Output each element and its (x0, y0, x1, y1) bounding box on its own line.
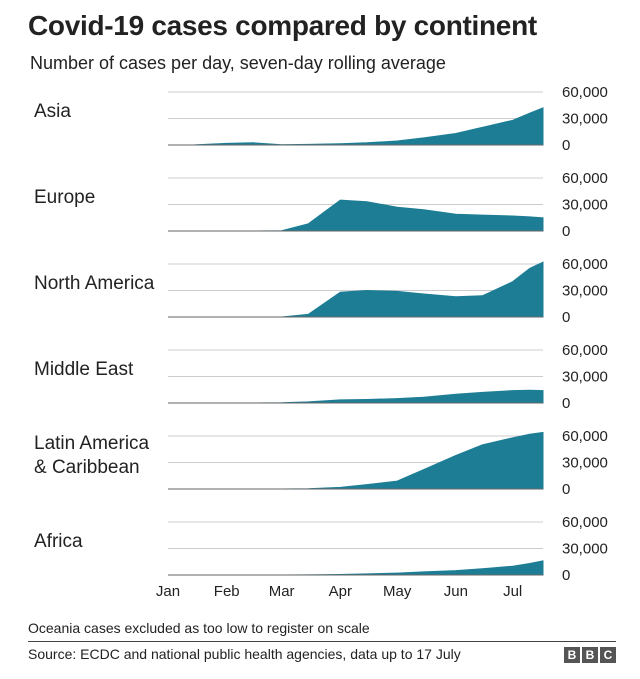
y-tick-label: 30,000 (562, 111, 608, 128)
y-tick-label: 30,000 (562, 541, 608, 558)
x-tick-label: Feb (214, 583, 240, 600)
x-tick-label: Jan (156, 583, 180, 600)
footer-note: Oceania cases excluded as too low to reg… (28, 620, 370, 636)
y-tick-label: 30,000 (562, 283, 608, 300)
series-label: & Caribbean (34, 457, 140, 478)
series-label: Latin America (34, 433, 150, 454)
area-4 (168, 431, 544, 490)
y-tick-label: 30,000 (562, 369, 608, 386)
bbc-logo: B B C (564, 647, 616, 663)
y-tick-label: 0 (562, 137, 570, 154)
y-tick-label: 0 (562, 395, 570, 412)
panel-3: 60,000 30,000 0 Middle East (34, 342, 608, 412)
y-tick-label: 60,000 (562, 256, 608, 273)
source-note: Source: ECDC and national public health … (28, 646, 461, 662)
y-tick-label: 0 (562, 481, 570, 498)
footer-divider (28, 641, 616, 642)
y-tick-label: 30,000 (562, 197, 608, 214)
x-tick-label: Jul (503, 583, 522, 600)
y-tick-label: 30,000 (562, 455, 608, 472)
bbc-logo-letter: B (582, 647, 598, 663)
chart-subtitle: Number of cases per day, seven-day rolli… (30, 53, 446, 73)
chart-title: Covid-19 cases compared by continent (28, 10, 537, 41)
area-2 (168, 261, 544, 318)
x-tick-label: Jun (444, 583, 468, 600)
y-tick-label: 60,000 (562, 514, 608, 531)
chart-canvas: 60,00030,0000Asia60,00030,0000Europe60,0… (34, 84, 608, 600)
area-5 (168, 560, 544, 576)
area-0 (167, 107, 544, 146)
panel-4: 60,000 30,000 0 Latin America & Caribbean (34, 428, 608, 498)
series-label: Asia (34, 101, 71, 122)
panel-1: 60,000 30,000 0 Europe (34, 170, 608, 240)
y-tick-label: 0 (562, 223, 570, 240)
y-tick-label: 0 (562, 309, 570, 326)
bbc-logo-letter: B (564, 647, 580, 663)
series-label: North America (34, 273, 155, 294)
y-tick-label: 60,000 (562, 428, 608, 445)
y-tick-label: 60,000 (562, 170, 608, 187)
panel-0: 60,000 30,000 0 Asia (34, 84, 608, 154)
y-tick-label: 60,000 (562, 84, 608, 101)
y-tick-label: 0 (562, 567, 570, 584)
x-tick-label: May (383, 583, 412, 600)
panel-2: 60,000 30,000 0 North America (34, 256, 608, 326)
x-tick-label: Mar (269, 583, 295, 600)
area-3 (168, 389, 544, 404)
series-label: Europe (34, 187, 95, 208)
series-label: Middle East (34, 359, 134, 380)
panel-5: 60,000 30,000 0 Africa (34, 514, 608, 584)
bbc-logo-letter: C (600, 647, 616, 663)
x-tick-label: Apr (329, 583, 352, 600)
series-label: Africa (34, 531, 83, 552)
y-tick-label: 60,000 (562, 342, 608, 359)
